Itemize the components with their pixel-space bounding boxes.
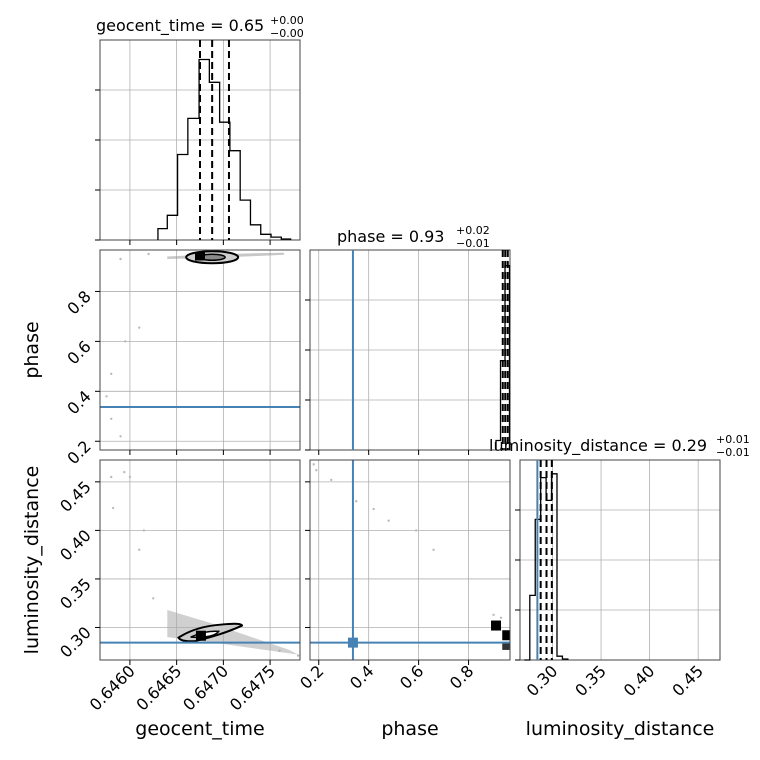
- sample-point: [128, 475, 132, 479]
- scatter-panel-geocent-time-vs-luminosity-distance: [95, 459, 301, 665]
- y-tick-label-luminosity-distance: 0.45: [56, 477, 95, 516]
- phase-title-lower: −0.01: [456, 237, 490, 250]
- samples-geocent-time-vs-luminosity-distance: [110, 470, 300, 657]
- grid-geocent-time-vs-phase: [100, 250, 300, 450]
- sample-point: [110, 417, 113, 420]
- sample-point: [110, 475, 113, 479]
- hist-panel-phase: [305, 249, 511, 455]
- geocent-time-title: geocent_time = 0.65: [96, 16, 264, 36]
- sample-point: [315, 468, 318, 472]
- frame-geocent-time-vs-phase: [99, 249, 301, 451]
- luminosity-distance-title-lower: −0.01: [716, 446, 750, 459]
- x-tick-label-luminosity-distance: 0.40: [620, 661, 659, 700]
- peak-marker: [502, 630, 510, 641]
- x-tick-label-phase: 0.4: [346, 661, 377, 692]
- grid-phase-vs-luminosity-distance: [310, 460, 510, 660]
- y-tick-label-phase: 0.4: [63, 387, 94, 418]
- sample-point: [110, 372, 113, 376]
- x-tick-label-geocent-time: 0.6460: [86, 661, 139, 714]
- geocent-time-title-upper: +0.00: [270, 14, 304, 27]
- x-tick-label-luminosity-distance: 0.30: [523, 661, 562, 700]
- x-tick-label-luminosity-distance: 0.45: [668, 661, 707, 700]
- peak-marker: [491, 620, 502, 631]
- luminosity-distance-title-upper: +0.01: [716, 433, 750, 446]
- sample-point: [330, 478, 333, 482]
- scatter-panel-geocent-time-vs-phase: [95, 249, 301, 455]
- y-tick-label-luminosity-distance: 0.35: [56, 574, 95, 613]
- sample-point: [123, 470, 126, 474]
- sample-point: [105, 395, 108, 398]
- sample-point: [296, 654, 300, 657]
- sample-point: [492, 613, 495, 617]
- grid-phase: [310, 250, 510, 450]
- frame-phase-vs-luminosity-distance: [309, 459, 511, 661]
- x-tick-label-phase: 0.2: [296, 661, 327, 692]
- sample-point: [372, 507, 375, 511]
- x-tick-label-phase: 0.8: [446, 661, 477, 692]
- sample-point: [142, 529, 146, 532]
- sample-point: [312, 463, 315, 466]
- sample-point: [152, 597, 155, 600]
- y-tick-label-phase: 0.2: [63, 437, 94, 468]
- y-axis-label-luminosity-distance: luminosity_distance: [21, 466, 43, 655]
- y-tick-label-phase: 0.8: [63, 287, 94, 318]
- sample-point: [414, 529, 418, 532]
- sample-point: [111, 506, 115, 510]
- x-axis-label-luminosity-distance: luminosity_distance: [526, 718, 715, 740]
- sample-point: [354, 500, 358, 503]
- hist-panel-geocent-time: [95, 39, 301, 245]
- frame-geocent-time-vs-luminosity-distance: [99, 459, 301, 661]
- x-tick-label-geocent-time: 0.6465: [132, 661, 185, 714]
- sample-point: [124, 340, 127, 343]
- luminosity-distance-title: luminosity_distance = 0.29: [489, 436, 707, 456]
- sample-point: [138, 548, 141, 552]
- grid-luminosity-distance: [520, 460, 720, 660]
- sample-point: [119, 435, 122, 438]
- x-tick-label-phase: 0.6: [396, 661, 427, 692]
- geocent-time-title-lower: −0.00: [270, 27, 304, 40]
- peak-marker: [195, 252, 205, 261]
- samples-phase-vs-luminosity-distance: [312, 463, 510, 650]
- x-tick-label-geocent-time: 0.6475: [226, 661, 279, 714]
- peak-marker: [195, 630, 206, 641]
- phase-title-upper: +0.02: [456, 224, 490, 237]
- y-tick-label-luminosity-distance: 0.40: [56, 526, 95, 565]
- sample-point: [432, 548, 435, 552]
- sample-point: [147, 252, 150, 256]
- phase-title: phase = 0.93: [337, 227, 444, 246]
- sample-point: [387, 519, 390, 522]
- peak-marker: [502, 641, 510, 650]
- x-axis-label-phase: phase: [381, 718, 438, 740]
- x-tick-label-geocent-time: 0.6470: [179, 661, 232, 714]
- hist-panel-luminosity-distance: [515, 459, 721, 661]
- y-tick-label-luminosity-distance: 0.30: [56, 623, 95, 662]
- x-axis-label-geocent-time: geocent_time: [135, 718, 264, 740]
- x-tick-label-luminosity-distance: 0.35: [571, 661, 610, 700]
- sample-point: [119, 257, 122, 261]
- y-tick-label-phase: 0.6: [63, 337, 94, 368]
- histogram-geocent-time: [157, 58, 292, 240]
- y-axis-label-phase: phase: [21, 321, 43, 378]
- sample-point: [499, 616, 503, 619]
- truth-marker: [347, 637, 358, 648]
- samples-geocent-time-vs-phase: [105, 250, 285, 438]
- histogram-luminosity-distance: [524, 473, 569, 661]
- scatter-panel-phase-vs-luminosity-distance: [305, 459, 511, 665]
- histogram-phase: [495, 265, 511, 450]
- sample-point: [138, 326, 141, 329]
